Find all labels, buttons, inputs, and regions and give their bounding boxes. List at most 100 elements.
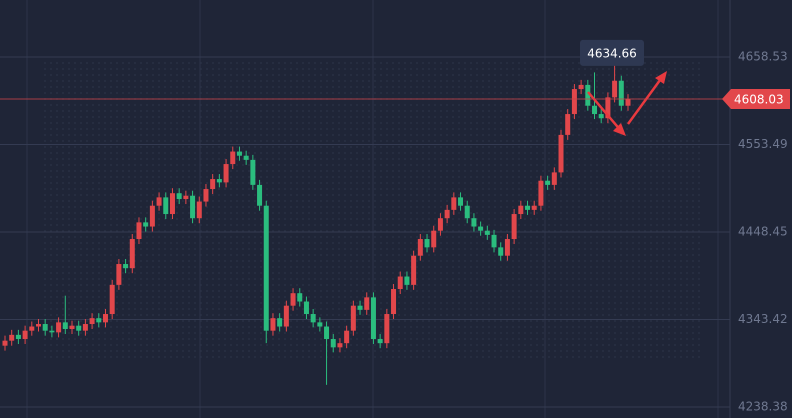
candle-body [464, 205, 470, 219]
map-texture [40, 60, 700, 360]
candle-body [384, 314, 390, 344]
candle-body [330, 339, 336, 348]
arrow-head [613, 123, 626, 136]
candle-body [223, 164, 229, 183]
candle-body [15, 334, 21, 340]
candle-body [571, 89, 577, 115]
candle-body [471, 218, 477, 227]
candle-body [82, 324, 88, 331]
candle-body [484, 230, 490, 235]
y-tick-label: 4343.42 [738, 312, 788, 326]
candle-body [297, 293, 303, 302]
annotation-label: 4634.66 [587, 46, 637, 60]
candle-body [56, 322, 62, 333]
y-tick-label: 4553.49 [738, 137, 788, 151]
candles [2, 64, 631, 385]
candle-body [551, 172, 557, 185]
candle-body [62, 322, 68, 330]
arrow-line [626, 75, 665, 125]
y-tick-label: 4238.38 [738, 400, 788, 414]
candle-body [411, 255, 417, 285]
candle-body [370, 297, 376, 340]
candle-body [491, 234, 497, 248]
y-tick-label: 4448.45 [738, 224, 788, 238]
candle-body [364, 297, 370, 310]
y-tick-label: 4658.53 [738, 49, 788, 63]
candle-body [538, 180, 544, 206]
arrow-head [655, 71, 667, 84]
candle-body [317, 322, 323, 327]
candle-body [216, 179, 222, 183]
candle-body [391, 289, 397, 315]
candle-body [578, 84, 584, 90]
candle-body [424, 239, 430, 248]
candle-body [176, 193, 182, 200]
candle-body [163, 197, 169, 215]
candle-body [143, 222, 149, 227]
candle-body [377, 339, 383, 344]
candle-body [290, 293, 296, 306]
candle-body [190, 195, 196, 219]
candle-body [404, 276, 410, 285]
candle-body [458, 197, 464, 206]
candle-body [149, 205, 155, 227]
candle-body [243, 155, 249, 160]
candle-body [518, 205, 524, 215]
candle-body [498, 247, 504, 256]
candle-body [129, 239, 135, 269]
candle-body [250, 159, 256, 185]
candle-body [183, 195, 189, 200]
candle-body [136, 222, 142, 240]
candle-body [236, 151, 242, 156]
candle-body [478, 226, 484, 231]
annotation-box [580, 39, 644, 66]
candle-body [263, 205, 269, 331]
candle-body [444, 209, 450, 219]
candle-body [69, 325, 75, 330]
candle-body [310, 314, 316, 323]
candle-body [156, 197, 162, 206]
candle-body [565, 114, 571, 135]
candle-body [230, 151, 236, 165]
candle-body [324, 326, 330, 340]
candle-body [96, 318, 102, 323]
candle-body [585, 84, 591, 106]
candle-body [283, 305, 289, 327]
candle-body [605, 97, 611, 119]
last-price-label: 4608.03 [734, 93, 784, 107]
candle-body [437, 218, 443, 231]
candle-body [303, 301, 309, 315]
candle-body [525, 205, 531, 210]
candle-body [350, 305, 356, 331]
last-price-tag [722, 89, 790, 110]
candle-body [625, 99, 631, 106]
candle-body [203, 189, 209, 202]
candle-body [618, 80, 624, 106]
candle-body [270, 318, 276, 331]
candle-body [49, 330, 55, 333]
candle-body [531, 205, 537, 210]
candle-body [504, 239, 510, 256]
candle-body [545, 180, 551, 185]
candle-body [89, 318, 95, 325]
candle-body [35, 324, 41, 327]
candle-body [511, 214, 517, 240]
candle-body [76, 325, 82, 331]
candle-body [337, 343, 343, 348]
candle-body [257, 184, 263, 206]
candle-body [196, 201, 202, 219]
candle-body [210, 179, 216, 190]
candle-body [109, 284, 115, 315]
candle-body [451, 197, 457, 210]
candle-body [612, 80, 618, 98]
candle-body [2, 340, 8, 346]
candle-body [431, 230, 437, 248]
candle-body [592, 105, 598, 115]
candle-body [344, 330, 350, 344]
candle-body [397, 276, 403, 290]
candle-body [102, 314, 108, 323]
candle-body [22, 330, 28, 340]
candle-body [598, 114, 604, 119]
